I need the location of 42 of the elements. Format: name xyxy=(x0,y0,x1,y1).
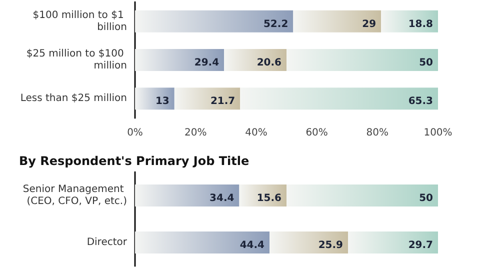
y-tick-label: Less than $25 million xyxy=(20,93,127,104)
bar xyxy=(381,10,438,32)
data-label: 34.4 xyxy=(210,193,234,204)
data-label: 25.9 xyxy=(318,240,344,251)
y-tick-label: Director xyxy=(86,237,128,248)
chart-title: By Respondent's Primary Job Title xyxy=(19,154,250,168)
data-label: 50 xyxy=(419,193,434,204)
x-tick-label: 40% xyxy=(245,128,268,138)
x-tick-label: 0% xyxy=(127,128,143,138)
bar xyxy=(174,88,240,110)
bar xyxy=(135,88,174,110)
x-tick-label: 60% xyxy=(306,128,328,138)
bar xyxy=(239,184,286,206)
y-tick-label: Senior Management (CEO, CFO, VP, etc.) xyxy=(22,184,128,207)
bar xyxy=(270,232,348,254)
data-label: 29 xyxy=(362,18,376,30)
bar xyxy=(348,232,438,254)
bar xyxy=(224,49,286,71)
x-tick-label: 100% xyxy=(424,128,452,138)
data-label: 52.2 xyxy=(263,18,288,30)
data-label: 15.6 xyxy=(256,193,282,204)
y-tick-label: $100 million to $1 billion xyxy=(32,10,127,33)
bar xyxy=(135,49,224,71)
data-label: 29.4 xyxy=(194,58,220,68)
data-label: 65.3 xyxy=(408,96,434,108)
x-tick-label: 80% xyxy=(366,128,389,138)
bar xyxy=(135,232,270,254)
data-label: 18.8 xyxy=(408,18,434,30)
bar xyxy=(135,184,240,206)
bar xyxy=(286,184,438,206)
data-label: 21.7 xyxy=(210,96,236,108)
bar xyxy=(240,88,438,110)
data-label: 44.4 xyxy=(240,240,265,251)
bar xyxy=(293,10,382,32)
data-label: 50 xyxy=(419,58,434,68)
bar xyxy=(135,10,294,32)
y-tick-label: $25 million to $100 million xyxy=(26,48,127,72)
x-tick-label: 20% xyxy=(184,128,207,138)
data-label: 13 xyxy=(155,96,170,108)
data-label: 20.6 xyxy=(256,58,282,68)
bar xyxy=(286,49,438,71)
data-label: 29.7 xyxy=(408,240,434,251)
